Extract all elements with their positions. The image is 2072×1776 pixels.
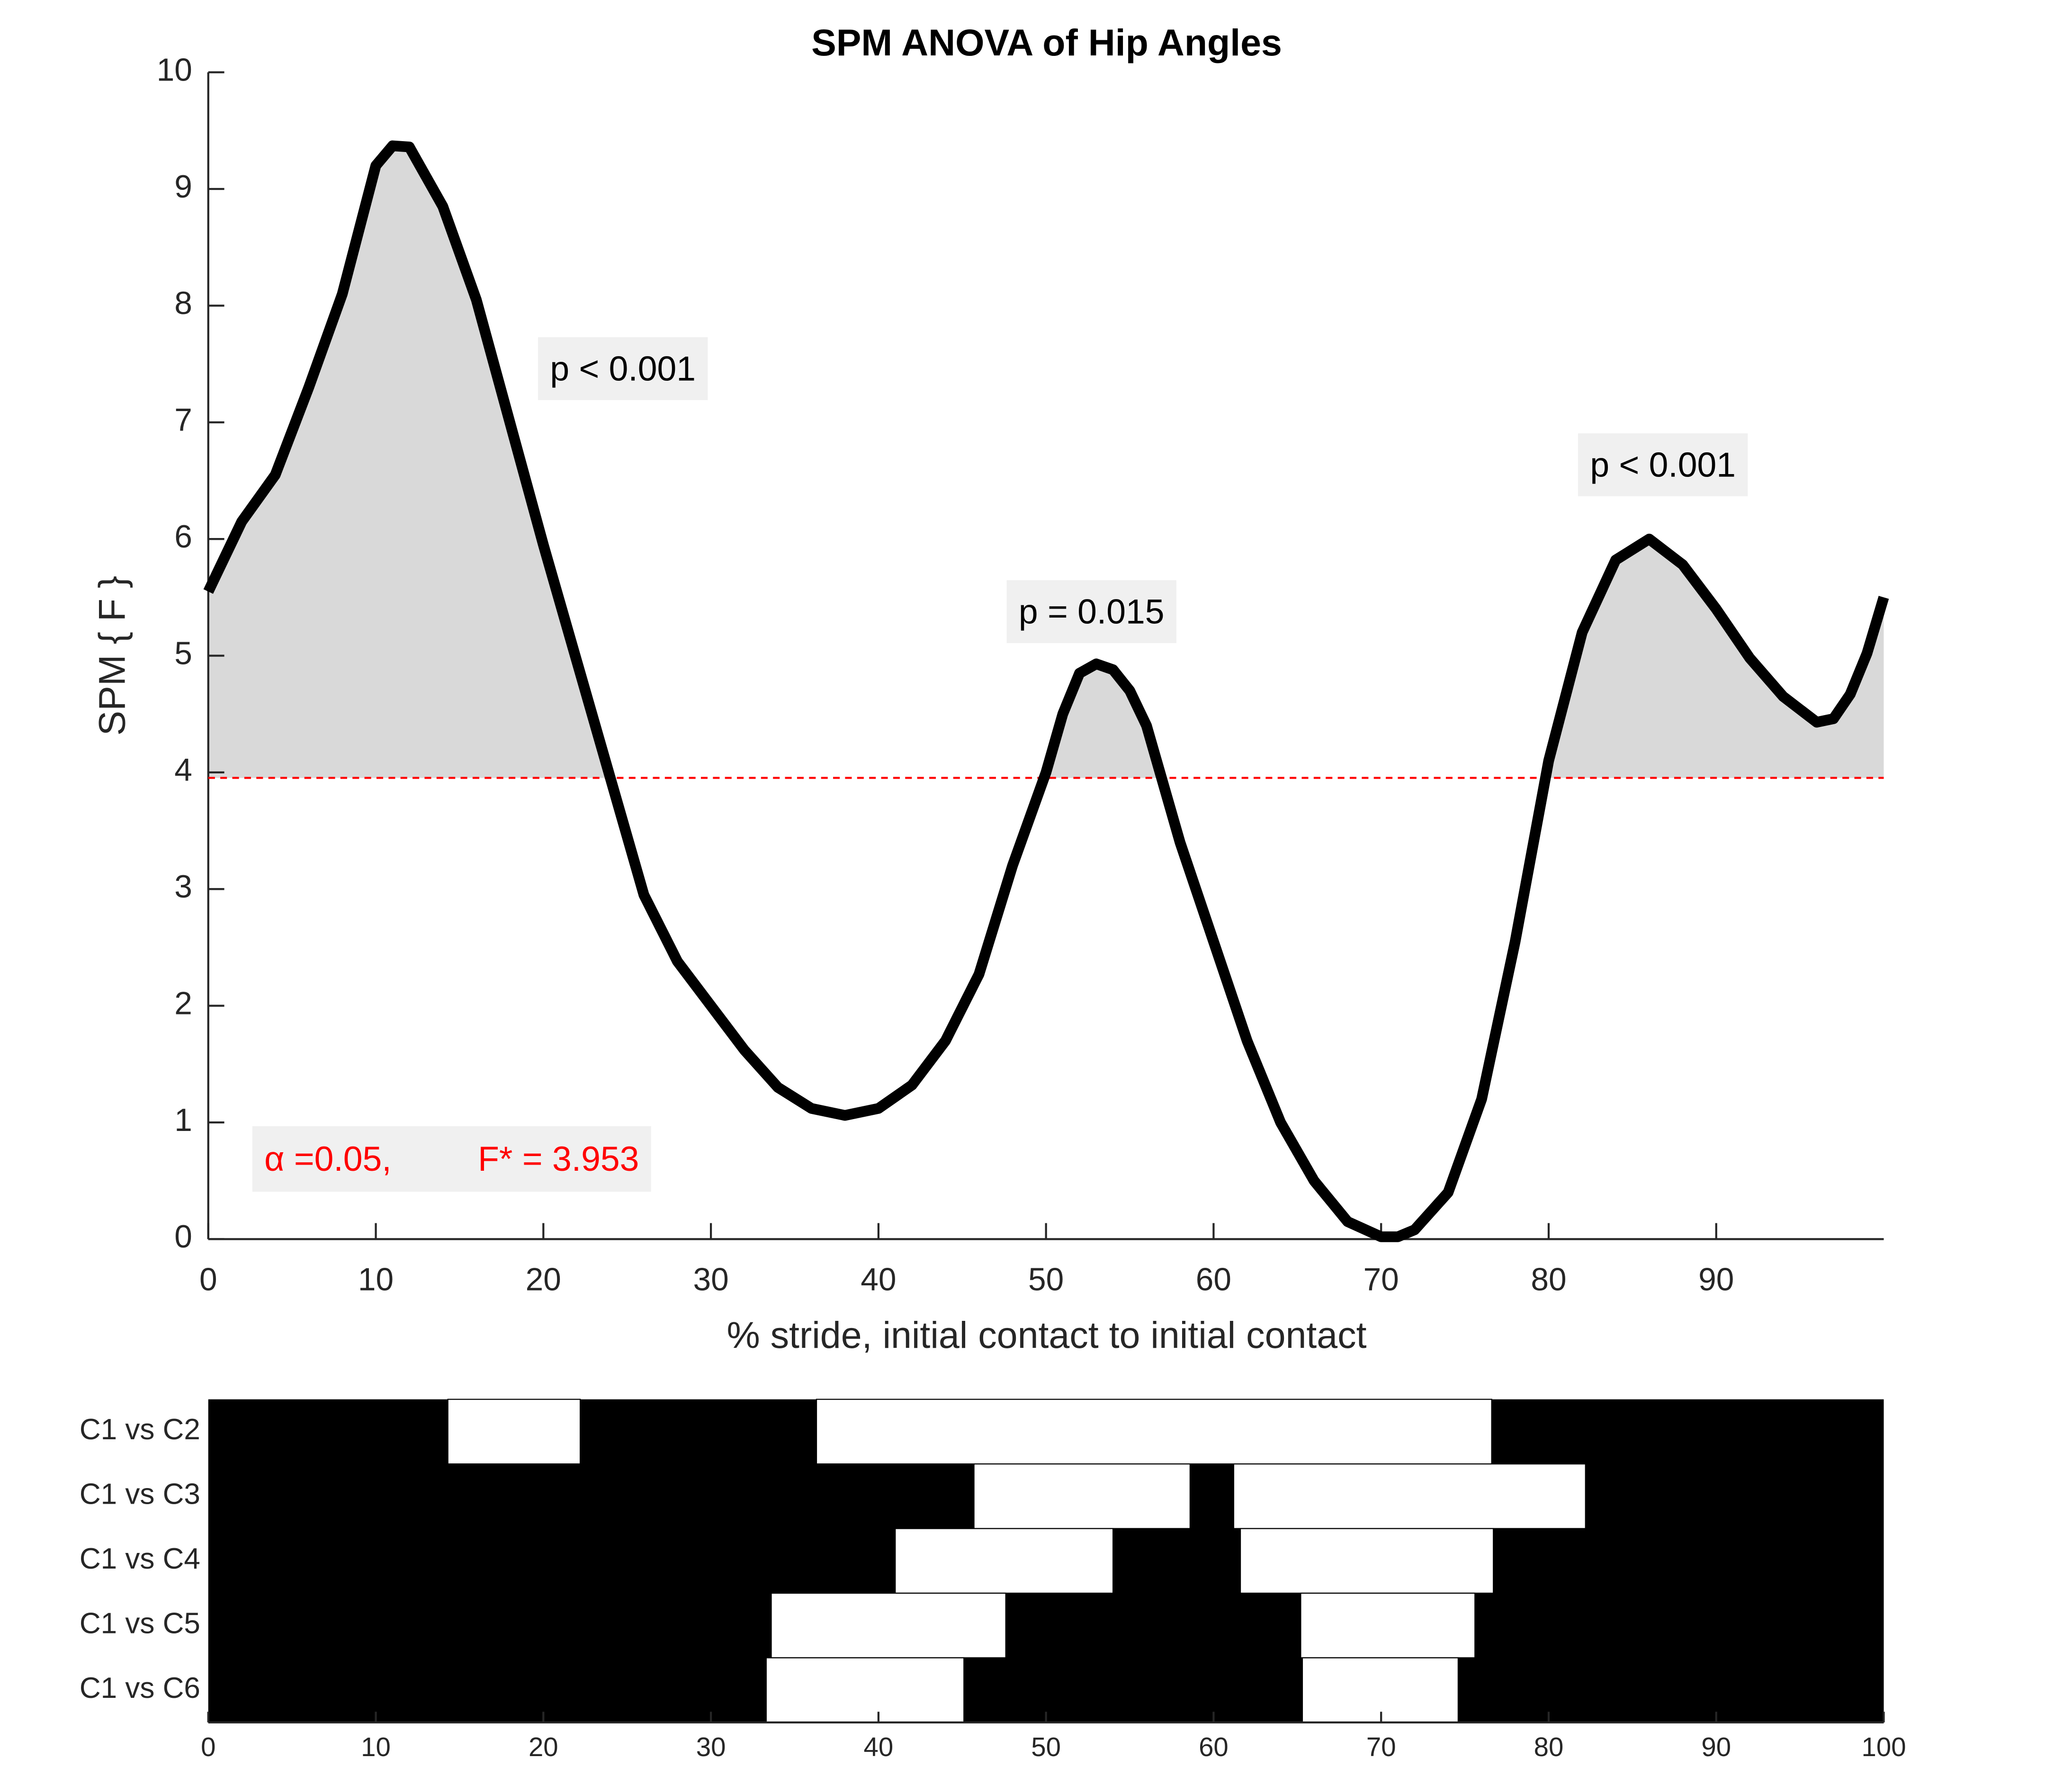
spm-curve [203, 140, 1889, 1242]
chart-title: SPM ANOVA of Hip Angles [811, 22, 1282, 63]
interval [765, 1657, 965, 1723]
y-tick-label: 6 [174, 519, 192, 555]
x-tick-label: 80 [1531, 1262, 1566, 1297]
alpha-annotation: α =0.05, F* = 3.953 [264, 1139, 639, 1178]
y-tick-label: 0 [174, 1219, 192, 1255]
row-label: C1 vs C5 [80, 1607, 200, 1640]
y-tick-label: 7 [174, 403, 192, 438]
x-tick-label: 70 [1363, 1262, 1399, 1297]
x-tick-label: 20 [529, 1732, 558, 1762]
y-tick-label: 4 [174, 753, 192, 788]
y-tick-label: 5 [174, 636, 192, 671]
interval [1300, 1592, 1476, 1659]
x-tick-label: 50 [1031, 1732, 1061, 1762]
p-value-annotation: p < 0.001 [550, 349, 696, 388]
interval [973, 1463, 1191, 1529]
x-tick-label: 0 [199, 1262, 217, 1297]
interval [1233, 1463, 1586, 1529]
interval [1239, 1528, 1494, 1594]
x-tick-label: 10 [361, 1732, 391, 1762]
p-value-annotation: p = 0.015 [1019, 592, 1165, 631]
x-tick-label: 50 [1028, 1262, 1064, 1297]
row-label: C1 vs C4 [80, 1543, 200, 1575]
annotation-box [1006, 580, 1176, 643]
y-tick-label: 3 [174, 869, 192, 905]
x-tick-label: 40 [864, 1732, 894, 1762]
interval [816, 1399, 1492, 1465]
y-axis-label: SPM { F } [91, 576, 133, 736]
annotation-box [538, 337, 708, 400]
y-tick-label: 9 [174, 169, 192, 205]
interval [1301, 1657, 1459, 1723]
y-tick-label: 2 [174, 986, 192, 1022]
x-tick-label: 60 [1199, 1732, 1229, 1762]
x-tick-label: 90 [1701, 1732, 1731, 1762]
threshold-label: F* = 3.953 [478, 1139, 639, 1178]
annotation-box [252, 1126, 651, 1192]
p-value-annotation: p < 0.001 [1590, 445, 1736, 484]
y-tick-label: 10 [157, 53, 192, 88]
interval [895, 1528, 1114, 1594]
x-tick-label: 40 [861, 1262, 896, 1297]
y-tick-label: 8 [174, 286, 192, 321]
row-label: C1 vs C2 [80, 1413, 200, 1446]
x-tick-label: 0 [201, 1732, 215, 1762]
x-tick-label: 60 [1196, 1262, 1231, 1297]
interval [771, 1592, 1006, 1659]
y-tick-label: 1 [174, 1103, 192, 1138]
x-tick-label: 30 [693, 1262, 728, 1297]
row-label: C1 vs C3 [80, 1478, 200, 1511]
interval [447, 1399, 581, 1465]
x-axis-label: % stride, initial contact to initial con… [727, 1314, 1367, 1356]
row-label: C1 vs C6 [80, 1672, 200, 1704]
x-tick-label: 20 [526, 1262, 561, 1297]
annotation-box [1578, 433, 1748, 496]
significant-area [208, 145, 1884, 778]
x-tick-label: 80 [1534, 1732, 1564, 1762]
x-tick-label: 90 [1698, 1262, 1734, 1297]
x-tick-label: 10 [358, 1262, 394, 1297]
x-tick-label: 70 [1366, 1732, 1396, 1762]
alpha-label: α =0.05, [264, 1139, 392, 1178]
x-tick-label: 100 [1862, 1732, 1906, 1762]
x-tick-label: 30 [696, 1732, 726, 1762]
